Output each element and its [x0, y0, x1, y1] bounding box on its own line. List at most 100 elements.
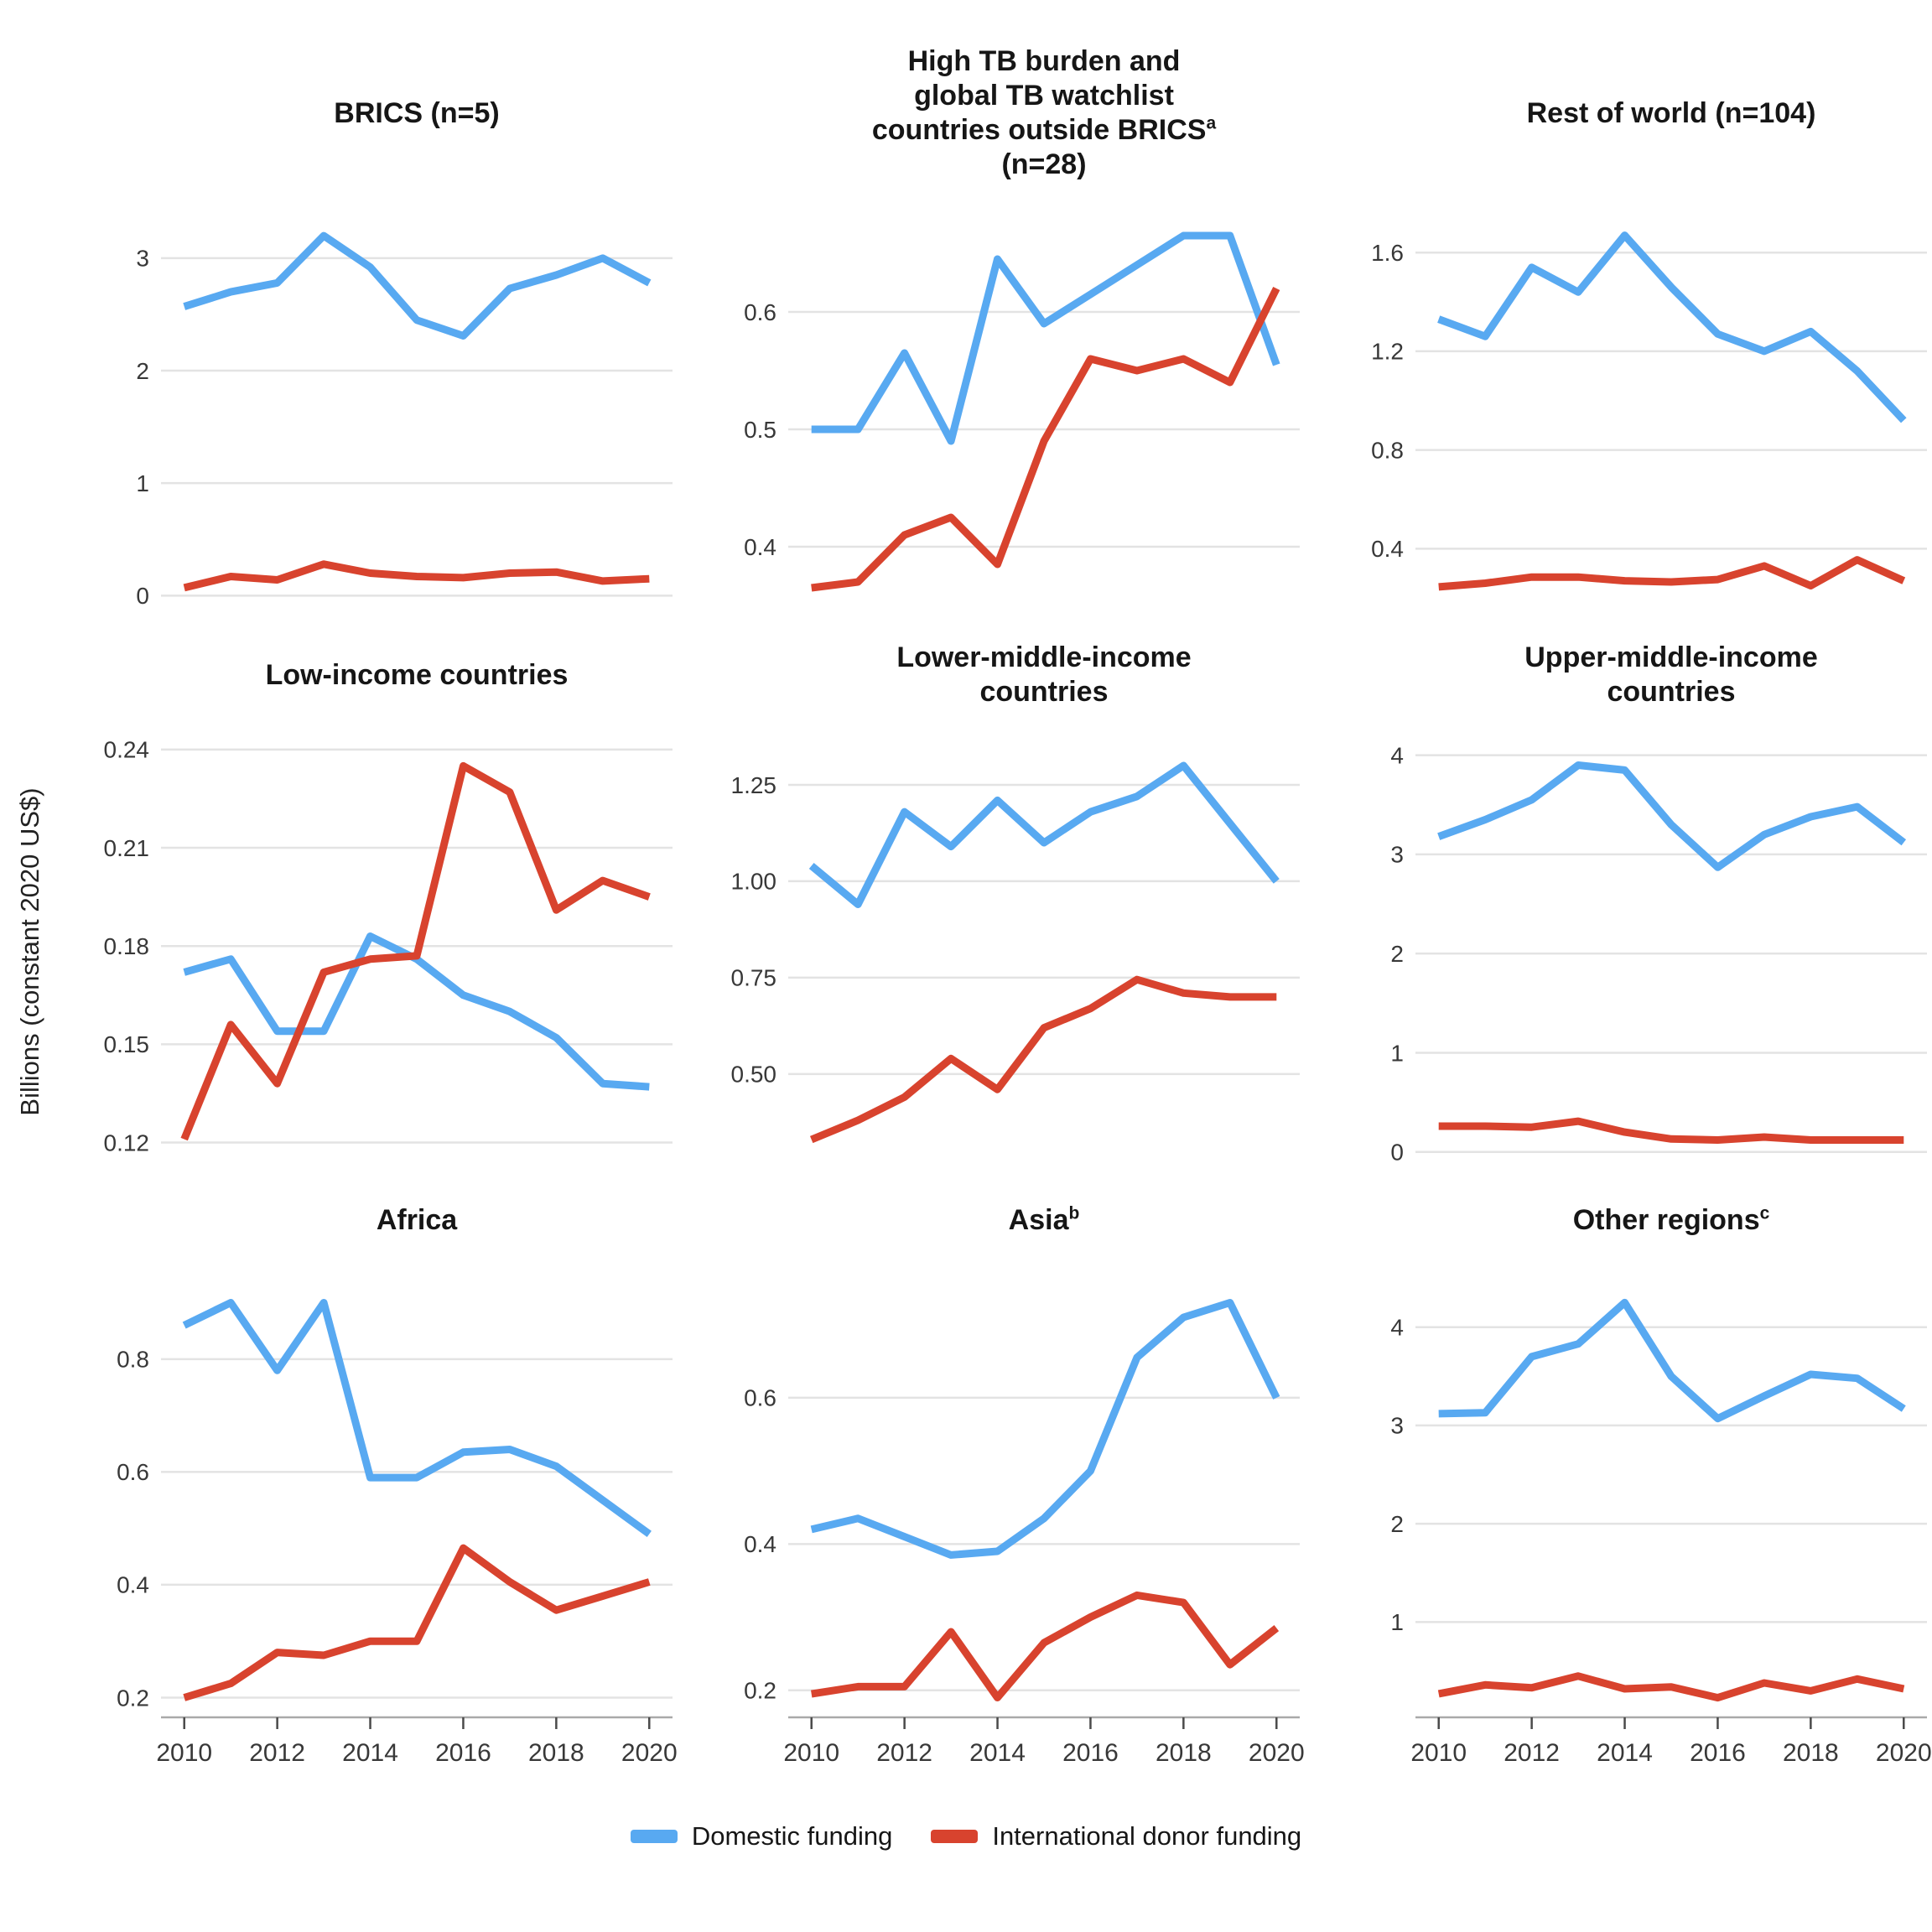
line-international-donor-funding [811, 287, 1280, 592]
legend-label-international: International donor funding [992, 1821, 1302, 1851]
line-international-donor-funding [180, 761, 651, 1141]
y-tick-label: 1.2 [1371, 339, 1404, 365]
y-tick-label: 0.24 [104, 737, 150, 763]
y-tick-label: 0.2 [117, 1685, 149, 1711]
x-tick-label: 2016 [1690, 1739, 1746, 1767]
y-tick-label: 0.6 [117, 1459, 149, 1485]
panel-title-high-tb-watchlist: High TB burden and global TB watchlist cou… [678, 17, 1305, 210]
line-domestic-funding [183, 231, 652, 340]
x-tick-label: 2020 [621, 1739, 678, 1767]
y-tick-label: 1.00 [731, 869, 777, 895]
panel-title-line: countries [979, 676, 1109, 708]
y-tick-label: 0.8 [1371, 437, 1404, 463]
y-tick-label: 0.50 [731, 1062, 777, 1088]
line-domestic-funding [808, 761, 1280, 908]
y-tick-label: 0.2 [744, 1678, 776, 1704]
panel-high-tb-watchlist: High TB burden and global TB watchlist cou… [678, 17, 1305, 612]
x-axis: 2010 2012 2014 2016 2018 2020 [783, 1716, 1305, 1767]
panel-title-upper-middle-income: Upper-middle-income countries [1305, 612, 1932, 738]
line-domestic-funding [1438, 1298, 1906, 1423]
panel-rest-of-world: Rest of world (n=104) 0.4 0.8 1.2 1.6 [1305, 17, 1932, 612]
panel-title-other-regions: Other regionsc [1305, 1166, 1932, 1275]
line-international-donor-funding [183, 560, 650, 592]
panel-title-line: global TB watchlist [914, 80, 1174, 112]
y-tick-label: 0.5 [744, 417, 776, 443]
x-tick-label: 2016 [1062, 1739, 1119, 1767]
line-domestic-funding [1437, 761, 1907, 871]
y-tick-label: 1 [1390, 1040, 1404, 1066]
legend-swatch-international-icon [931, 1830, 979, 1843]
chart-brics: 0 1 2 3 [136, 231, 673, 609]
panel-title-line: Other regionsc [1572, 1203, 1770, 1236]
footnote-marker: b [1068, 1203, 1080, 1223]
y-tick-label: 0.21 [104, 835, 150, 861]
chart-africa: 0.2 0.4 0.6 0.8 2010 2012 2014 2016 2018 2020 [117, 1299, 678, 1767]
panel-title-line: Rest of world (n=104) [1526, 96, 1816, 129]
x-tick-label: 2010 [1410, 1739, 1467, 1767]
y-tick-label: 1 [136, 470, 149, 496]
y-tick-label: 0.4 [117, 1572, 149, 1598]
panel-lower-middle-income: Lower-middle-income countries 0.50 0.75 1.00… [678, 612, 1305, 1166]
line-domestic-funding [810, 1299, 1280, 1559]
panel-title-line: BRICS (n=5) [334, 96, 500, 129]
x-tick-label: 2012 [876, 1739, 932, 1767]
y-tick-label: 0 [136, 583, 149, 609]
legend-swatch-domestic-icon [630, 1830, 678, 1843]
y-tick-label: 0.4 [1371, 536, 1404, 562]
panel-brics: BRICS (n=5) 0 1 2 3 [50, 17, 678, 612]
y-tick-label: 4 [1390, 1315, 1404, 1341]
y-tick-label: 4 [1390, 742, 1404, 768]
footnote-marker: a [1206, 113, 1217, 133]
panel-title-line: countries outside BRICSa [871, 113, 1217, 146]
line-international-donor-funding [811, 1591, 1280, 1701]
panel-title-line: (n=28) [1001, 148, 1087, 180]
legend: Domestic funding International donor fun… [0, 1821, 1932, 1852]
line-international-donor-funding [1438, 1117, 1904, 1144]
x-axis: 2010 2012 2014 2016 2018 2020 [1410, 1716, 1932, 1767]
x-tick-label: 2014 [1597, 1739, 1653, 1767]
panel-title-line: Lower-middle-income [896, 641, 1192, 673]
x-tick-label: 2014 [342, 1739, 398, 1767]
line-international-donor-funding [183, 1544, 651, 1701]
panel-title-lower-middle-income: Lower-middle-income countries [678, 612, 1305, 738]
gridlines [161, 1358, 673, 1699]
line-international-donor-funding [1437, 1672, 1905, 1702]
x-tick-label: 2018 [1156, 1739, 1212, 1767]
y-tick-label: 0.75 [731, 965, 777, 991]
line-domestic-funding [811, 231, 1280, 445]
y-axis-title: Billions (constant 2020 US$) [15, 787, 44, 1116]
x-tick-label: 2020 [1876, 1739, 1932, 1767]
panel-other-regions: Other regionsc 1 2 3 4 2010 2012 2014 2016 2018 20… [1305, 1166, 1932, 1786]
panel-title-brics: BRICS (n=5) [50, 17, 678, 210]
y-tick-label: 3 [136, 246, 149, 272]
y-tick-label: 0.4 [744, 1531, 776, 1557]
line-international-donor-funding [809, 975, 1277, 1144]
gridlines [1415, 1326, 1927, 1623]
gridlines [1415, 251, 1927, 550]
y-tick-label: 1.6 [1371, 240, 1404, 266]
y-tick-label: 1 [1390, 1609, 1404, 1635]
y-tick-label: 2 [1390, 941, 1404, 967]
y-tick-label: 0.8 [117, 1347, 149, 1373]
panel-africa: Africa 0.2 0.4 0.6 0.8 2010 2012 2014 2016 2018 20… [50, 1166, 678, 1786]
line-domestic-funding [182, 1299, 652, 1538]
line-international-donor-funding [1438, 556, 1906, 591]
x-tick-label: 2012 [1504, 1739, 1560, 1767]
y-tick-label: 0.12 [104, 1130, 150, 1156]
chart-lower-middle-income: 0.50 0.75 1.00 1.25 [731, 761, 1300, 1144]
gridlines [1415, 754, 1927, 1153]
panel-title-africa: Africa [50, 1166, 678, 1275]
x-tick-label: 2010 [783, 1739, 839, 1767]
x-axis: 2010 2012 2014 2016 2018 2020 [156, 1716, 678, 1767]
chart-upper-middle-income: 0 1 2 3 4 [1390, 742, 1927, 1166]
panel-title-rest-of-world: Rest of world (n=104) [1305, 17, 1932, 210]
y-tick-label: 2 [136, 358, 149, 384]
footnote-marker: c [1759, 1203, 1770, 1223]
y-tick-label: 0.6 [744, 299, 776, 325]
x-tick-label: 2010 [156, 1739, 212, 1767]
panel-grid: BRICS (n=5) 0 1 2 3 High TB burden and global … [50, 17, 1932, 1786]
x-tick-label: 2012 [249, 1739, 305, 1767]
legend-label-domestic: Domestic funding [691, 1821, 893, 1851]
y-tick-label: 1.25 [731, 772, 777, 798]
